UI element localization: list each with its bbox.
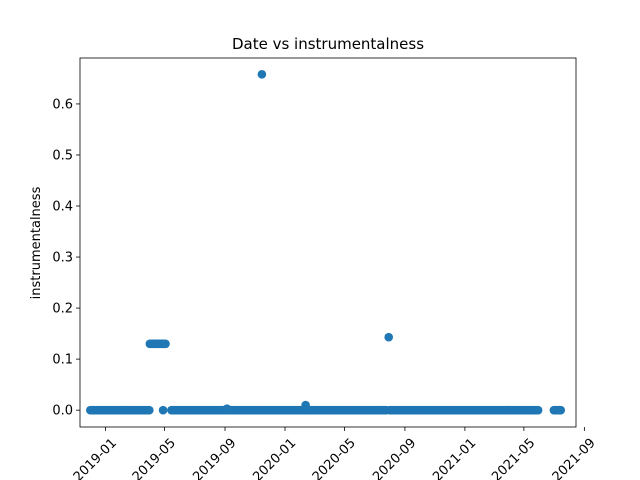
x-axis: 2019-01 2019-05 2019-09 2020-01 2020-05 2020-… [71, 427, 599, 480]
data-point [533, 405, 543, 415]
y-tick-label: 0.4 [52, 200, 73, 215]
x-tick-label: 2021-05 [489, 436, 538, 480]
y-axis-title: instrumentalness [29, 186, 44, 299]
data-point [145, 405, 154, 415]
data-point [257, 70, 267, 79]
x-tick-label: 2020-09 [370, 436, 419, 480]
x-tick-label: 2019-01 [71, 436, 120, 480]
points-layer [86, 70, 566, 415]
data-point [384, 332, 394, 342]
data-point [161, 339, 170, 349]
y-tick-label: 0.6 [52, 97, 73, 112]
y-axis: 0.0 0.1 0.2 0.3 0.4 0.5 0.6 [52, 97, 80, 419]
y-tick-label: 0.0 [52, 404, 73, 419]
chart-title: Date vs instrumentalness [232, 35, 424, 53]
y-tick-label: 0.1 [52, 353, 73, 368]
y-tick-label: 0.2 [52, 302, 73, 317]
plot-frame [79, 57, 577, 428]
data-point [158, 405, 168, 415]
x-tick-label: 2021-09 [550, 436, 599, 480]
x-tick-label: 2019-09 [190, 436, 239, 480]
y-tick-label: 0.5 [52, 148, 73, 163]
x-tick-label: 2020-01 [250, 436, 299, 480]
x-tick-label: 2019-05 [130, 436, 179, 480]
x-tick-label: 2021-01 [430, 436, 479, 480]
data-point [554, 405, 564, 415]
x-tick-label: 2020-05 [310, 436, 359, 480]
data-point [222, 404, 232, 413]
data-point [301, 400, 310, 410]
y-tick-label: 0.3 [52, 251, 73, 266]
